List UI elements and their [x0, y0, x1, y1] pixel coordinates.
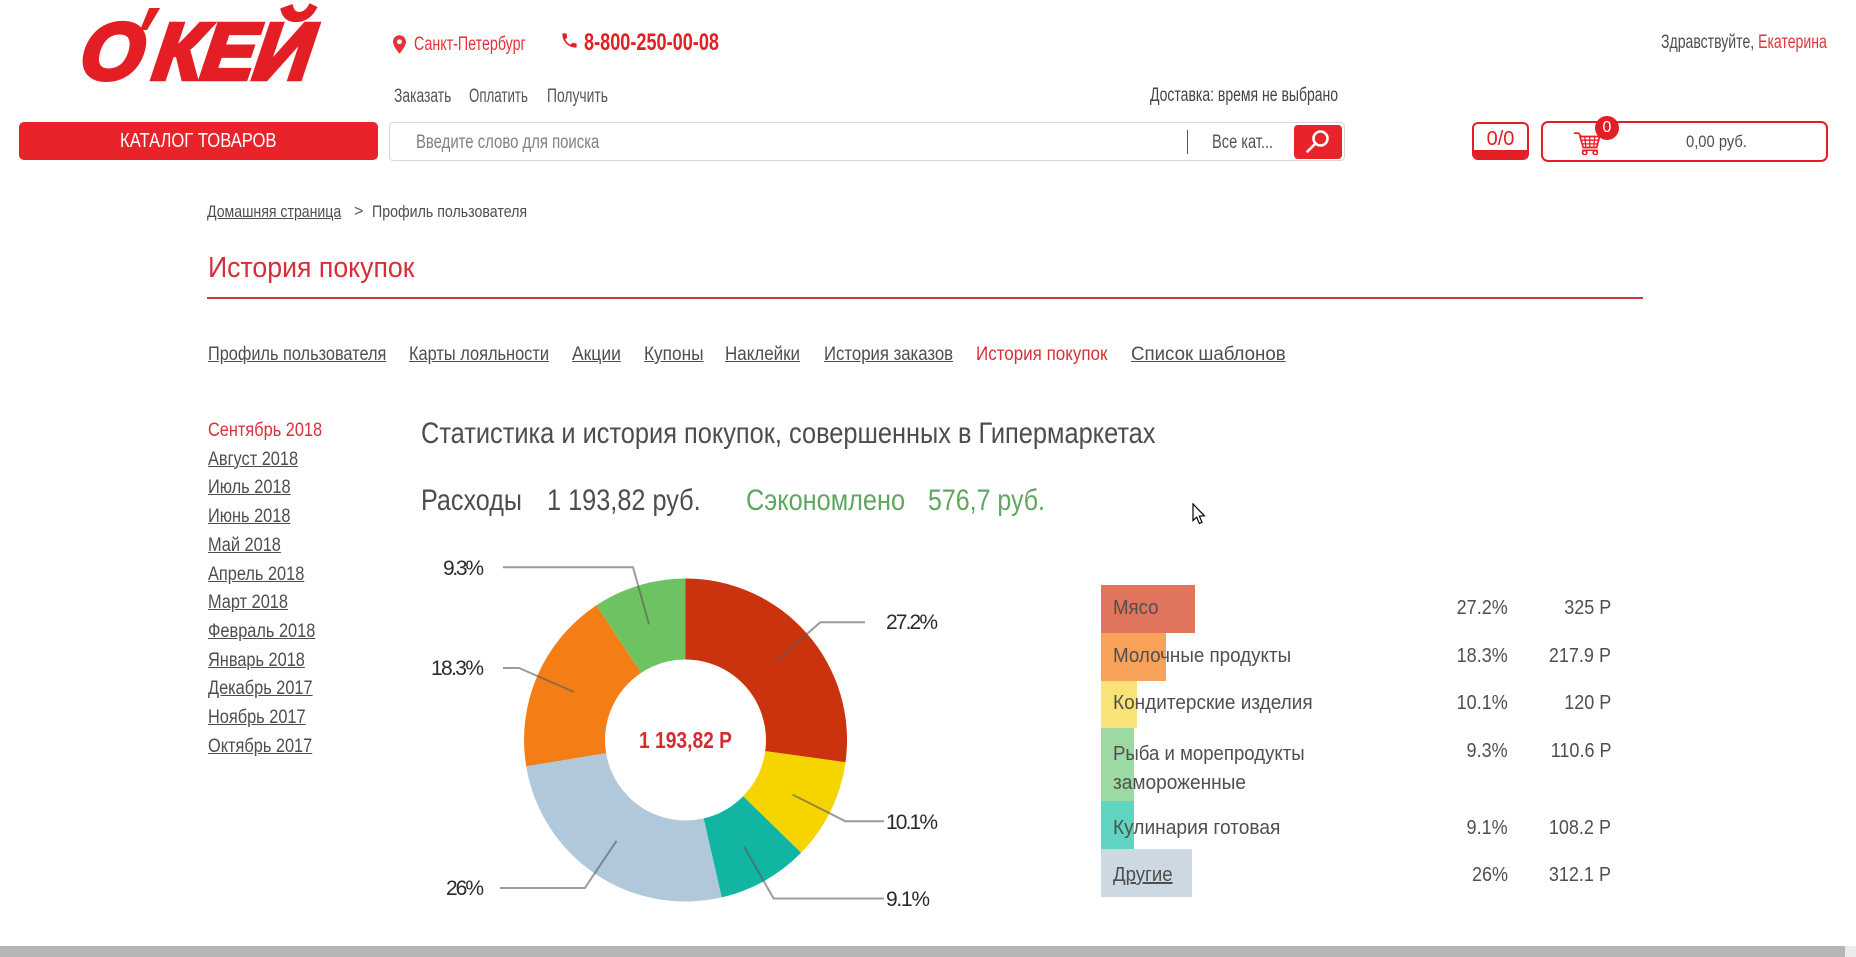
svg-text:27.2%: 27.2% — [886, 611, 938, 634]
svg-text:9.3%: 9.3% — [443, 557, 484, 580]
svg-text:26%: 26% — [446, 877, 484, 900]
svg-text:О: О — [76, 7, 150, 86]
svg-text:10.1%: 10.1% — [886, 811, 938, 834]
svg-text:18.3%: 18.3% — [431, 657, 484, 680]
svg-text:9.1%: 9.1% — [886, 888, 930, 911]
svg-text:1 193,82 Р: 1 193,82 Р — [639, 727, 732, 753]
svg-text:КЕЙ: КЕЙ — [149, 6, 322, 86]
